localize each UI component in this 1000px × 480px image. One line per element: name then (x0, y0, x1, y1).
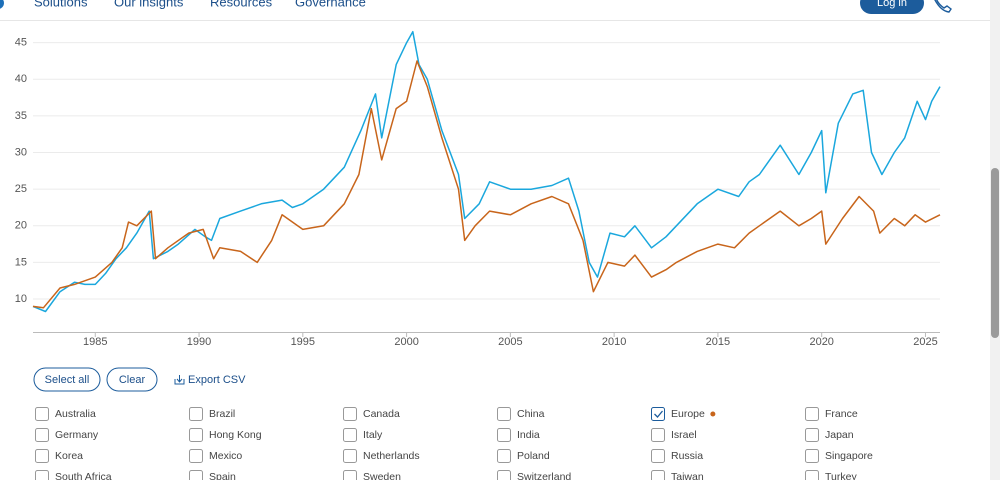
y-tick-label: 10 (15, 293, 27, 305)
checkbox[interactable] (189, 428, 203, 442)
y-tick-label: 40 (15, 73, 27, 85)
checkbox[interactable] (651, 407, 665, 421)
checkbox[interactable] (189, 449, 203, 463)
phone-icon[interactable] (934, 0, 952, 13)
clear-button[interactable] (106, 367, 158, 392)
checkbox-label[interactable]: Taiwan (671, 471, 704, 480)
checkbox-label[interactable]: India (517, 429, 540, 441)
checkbox[interactable] (651, 449, 665, 463)
checkbox-label[interactable]: Hong Kong (209, 429, 262, 441)
checkbox-label[interactable]: Canada (363, 408, 400, 420)
checkbox[interactable] (805, 470, 819, 480)
x-tick-label: 2020 (809, 336, 833, 348)
checkbox[interactable] (35, 449, 49, 463)
login-label[interactable]: Log in (877, 0, 907, 9)
nav-item[interactable]: Our insights (114, 0, 184, 9)
x-tick-label: 2000 (394, 336, 418, 348)
x-tick-label: 2010 (602, 336, 626, 348)
nav-item[interactable]: Solutions (34, 0, 88, 9)
checkmark (654, 410, 663, 418)
checkbox-label[interactable]: Korea (55, 450, 83, 462)
y-tick-label: 30 (15, 146, 27, 158)
checkbox-label[interactable]: Sweden (363, 471, 401, 480)
select-all-button[interactable] (33, 367, 101, 392)
checkbox[interactable] (189, 470, 203, 480)
nav-bar (0, 0, 1000, 20)
nav-item[interactable]: Resources (210, 0, 273, 9)
checkbox[interactable] (497, 470, 511, 480)
y-tick-label: 25 (15, 183, 27, 195)
checkbox-label[interactable]: Europe (671, 408, 705, 420)
checkbox-label[interactable]: Turkey (825, 471, 857, 480)
checkbox[interactable] (343, 449, 357, 463)
export-label[interactable]: Export CSV (188, 374, 246, 386)
checkbox[interactable] (35, 407, 49, 421)
checkbox[interactable] (343, 428, 357, 442)
nav-item[interactable]: Governance (295, 0, 366, 9)
x-tick-label: 1995 (291, 336, 315, 348)
checkbox-label[interactable]: Mexico (209, 450, 242, 462)
checkbox[interactable] (805, 449, 819, 463)
y-tick-label: 35 (15, 110, 27, 122)
x-tick-label: 1985 (83, 336, 107, 348)
series-line (32, 60, 941, 309)
checkbox-label[interactable]: Russia (671, 450, 703, 462)
checkbox-label[interactable]: Italy (363, 429, 383, 441)
checkbox-label[interactable]: Brazil (209, 408, 235, 420)
checkbox-label[interactable]: Poland (517, 450, 550, 462)
checkbox[interactable] (35, 470, 49, 480)
scrollbar-thumb[interactable] (991, 168, 999, 338)
series-line (32, 30, 941, 313)
checkbox[interactable] (497, 428, 511, 442)
checkbox-label[interactable]: Switzerland (517, 471, 571, 480)
checkbox[interactable] (497, 407, 511, 421)
checkbox-label[interactable]: France (825, 408, 858, 420)
checkbox[interactable] (497, 449, 511, 463)
checkbox-label[interactable]: Israel (671, 429, 697, 441)
checkbox-label[interactable]: China (517, 408, 545, 420)
checkbox[interactable] (189, 407, 203, 421)
clear-label[interactable]: Clear (119, 374, 146, 386)
y-tick-label: 15 (15, 256, 27, 268)
checkbox-label[interactable]: Singapore (825, 450, 873, 462)
checkbox[interactable] (805, 407, 819, 421)
x-tick-label: 1990 (187, 336, 211, 348)
checkbox-label[interactable]: Spain (209, 471, 236, 480)
checkbox-label[interactable]: Japan (825, 429, 854, 441)
checkbox[interactable] (35, 428, 49, 442)
select-all-label[interactable]: Select all (45, 374, 90, 386)
checkbox-label[interactable]: South Africa (55, 471, 112, 480)
checkbox[interactable] (343, 407, 357, 421)
series-dot (710, 411, 716, 417)
x-tick-label: 2025 (913, 336, 937, 348)
checkbox[interactable] (651, 428, 665, 442)
checkbox[interactable] (651, 470, 665, 480)
y-tick-label: 45 (15, 37, 27, 49)
logo (0, 0, 4, 9)
checkbox-label[interactable]: Australia (55, 408, 96, 420)
checkbox-label[interactable]: Netherlands (363, 450, 420, 462)
x-tick-label: 2015 (706, 336, 730, 348)
checkbox-label[interactable]: Germany (55, 429, 99, 441)
checkbox[interactable] (805, 428, 819, 442)
x-tick-label: 2005 (498, 336, 522, 348)
checkbox[interactable] (343, 470, 357, 480)
login-button[interactable] (860, 0, 924, 14)
export-icon[interactable] (174, 375, 185, 385)
y-tick-label: 20 (15, 220, 27, 232)
